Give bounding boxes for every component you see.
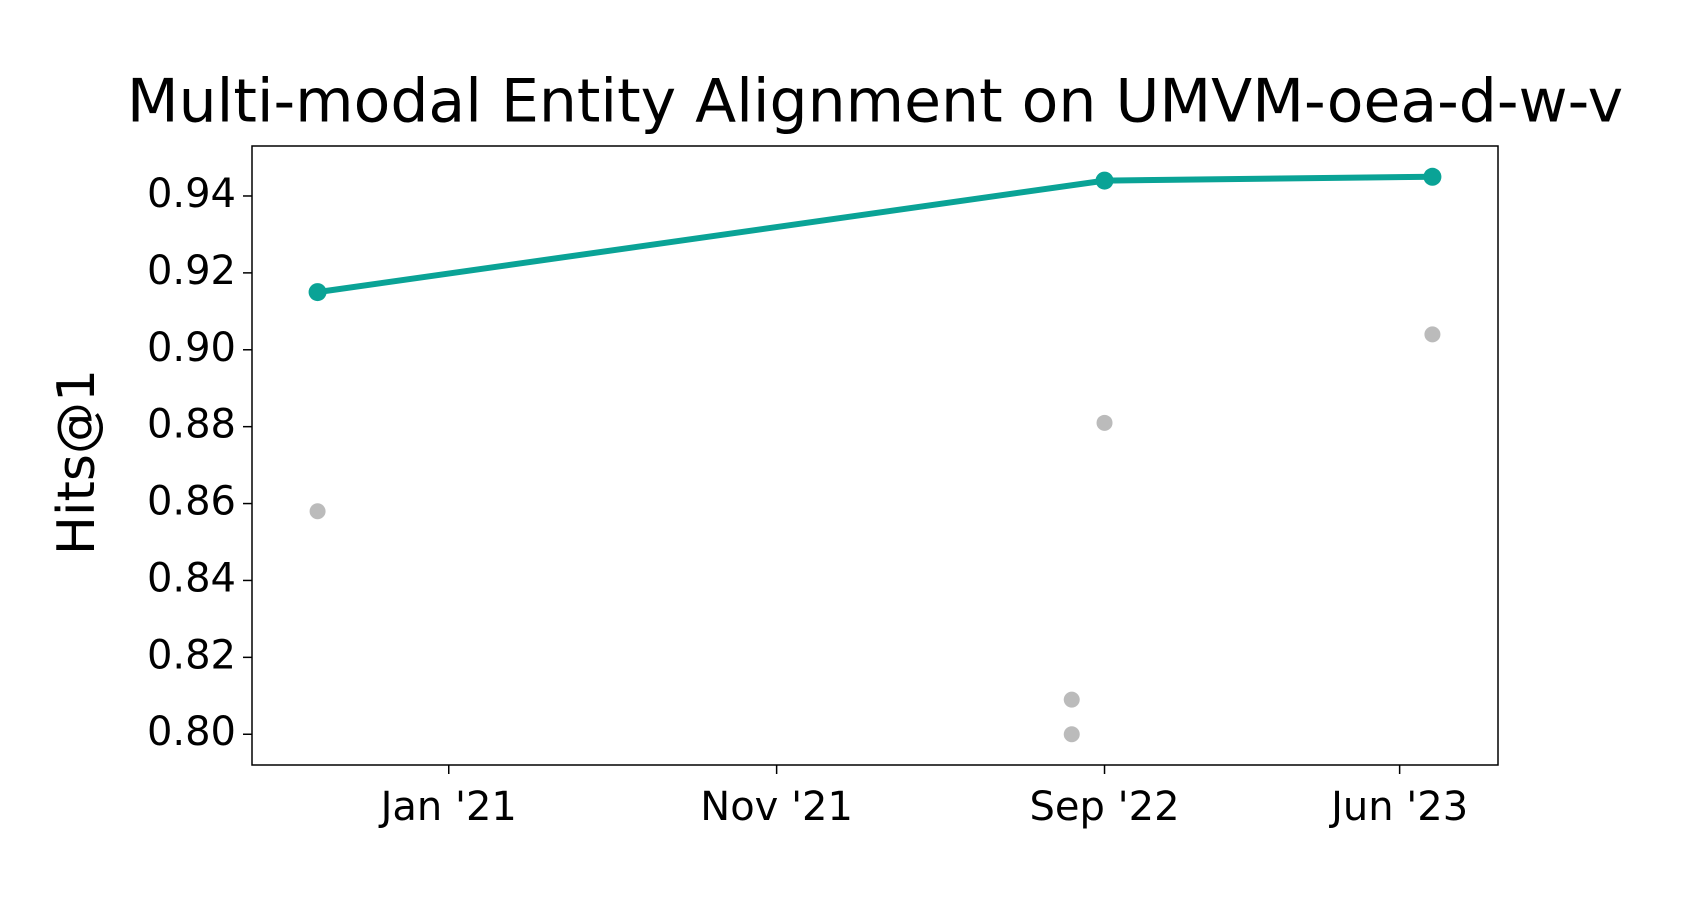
y-tick-label: 0.92 <box>147 248 236 294</box>
x-tick-label: Sep '22 <box>1030 784 1180 830</box>
scatter-point <box>1063 691 1080 708</box>
title-group: Multi-modal Entity Alignment on UMVM-oea… <box>127 67 1623 137</box>
x-tick-label: Jun '23 <box>1328 784 1468 830</box>
line-point <box>1095 171 1114 190</box>
y-tick-label: 0.90 <box>147 325 236 371</box>
chart-title: Multi-modal Entity Alignment on UMVM-oea… <box>127 67 1623 137</box>
plot-frame <box>251 145 1499 766</box>
y-tick-label: 0.94 <box>147 171 236 217</box>
line-point <box>1423 167 1442 186</box>
scatter-point <box>309 503 326 520</box>
line-point <box>308 283 327 302</box>
x-tick-label: Nov '21 <box>700 784 853 830</box>
scatter-point <box>1096 414 1113 431</box>
y-tick-label: 0.84 <box>147 555 236 601</box>
y-tick-label: 0.88 <box>147 402 236 448</box>
scatter-point <box>1063 726 1080 743</box>
x-tick-label: Jan '21 <box>378 784 517 830</box>
y-axis-label: Hits@1 <box>47 369 107 555</box>
y-tick-label: 0.82 <box>147 632 236 678</box>
y-tick-label: 0.80 <box>147 709 236 755</box>
y-tick-label: 0.86 <box>147 479 236 525</box>
series-line <box>317 173 1433 296</box>
scatter-point <box>1424 326 1441 343</box>
